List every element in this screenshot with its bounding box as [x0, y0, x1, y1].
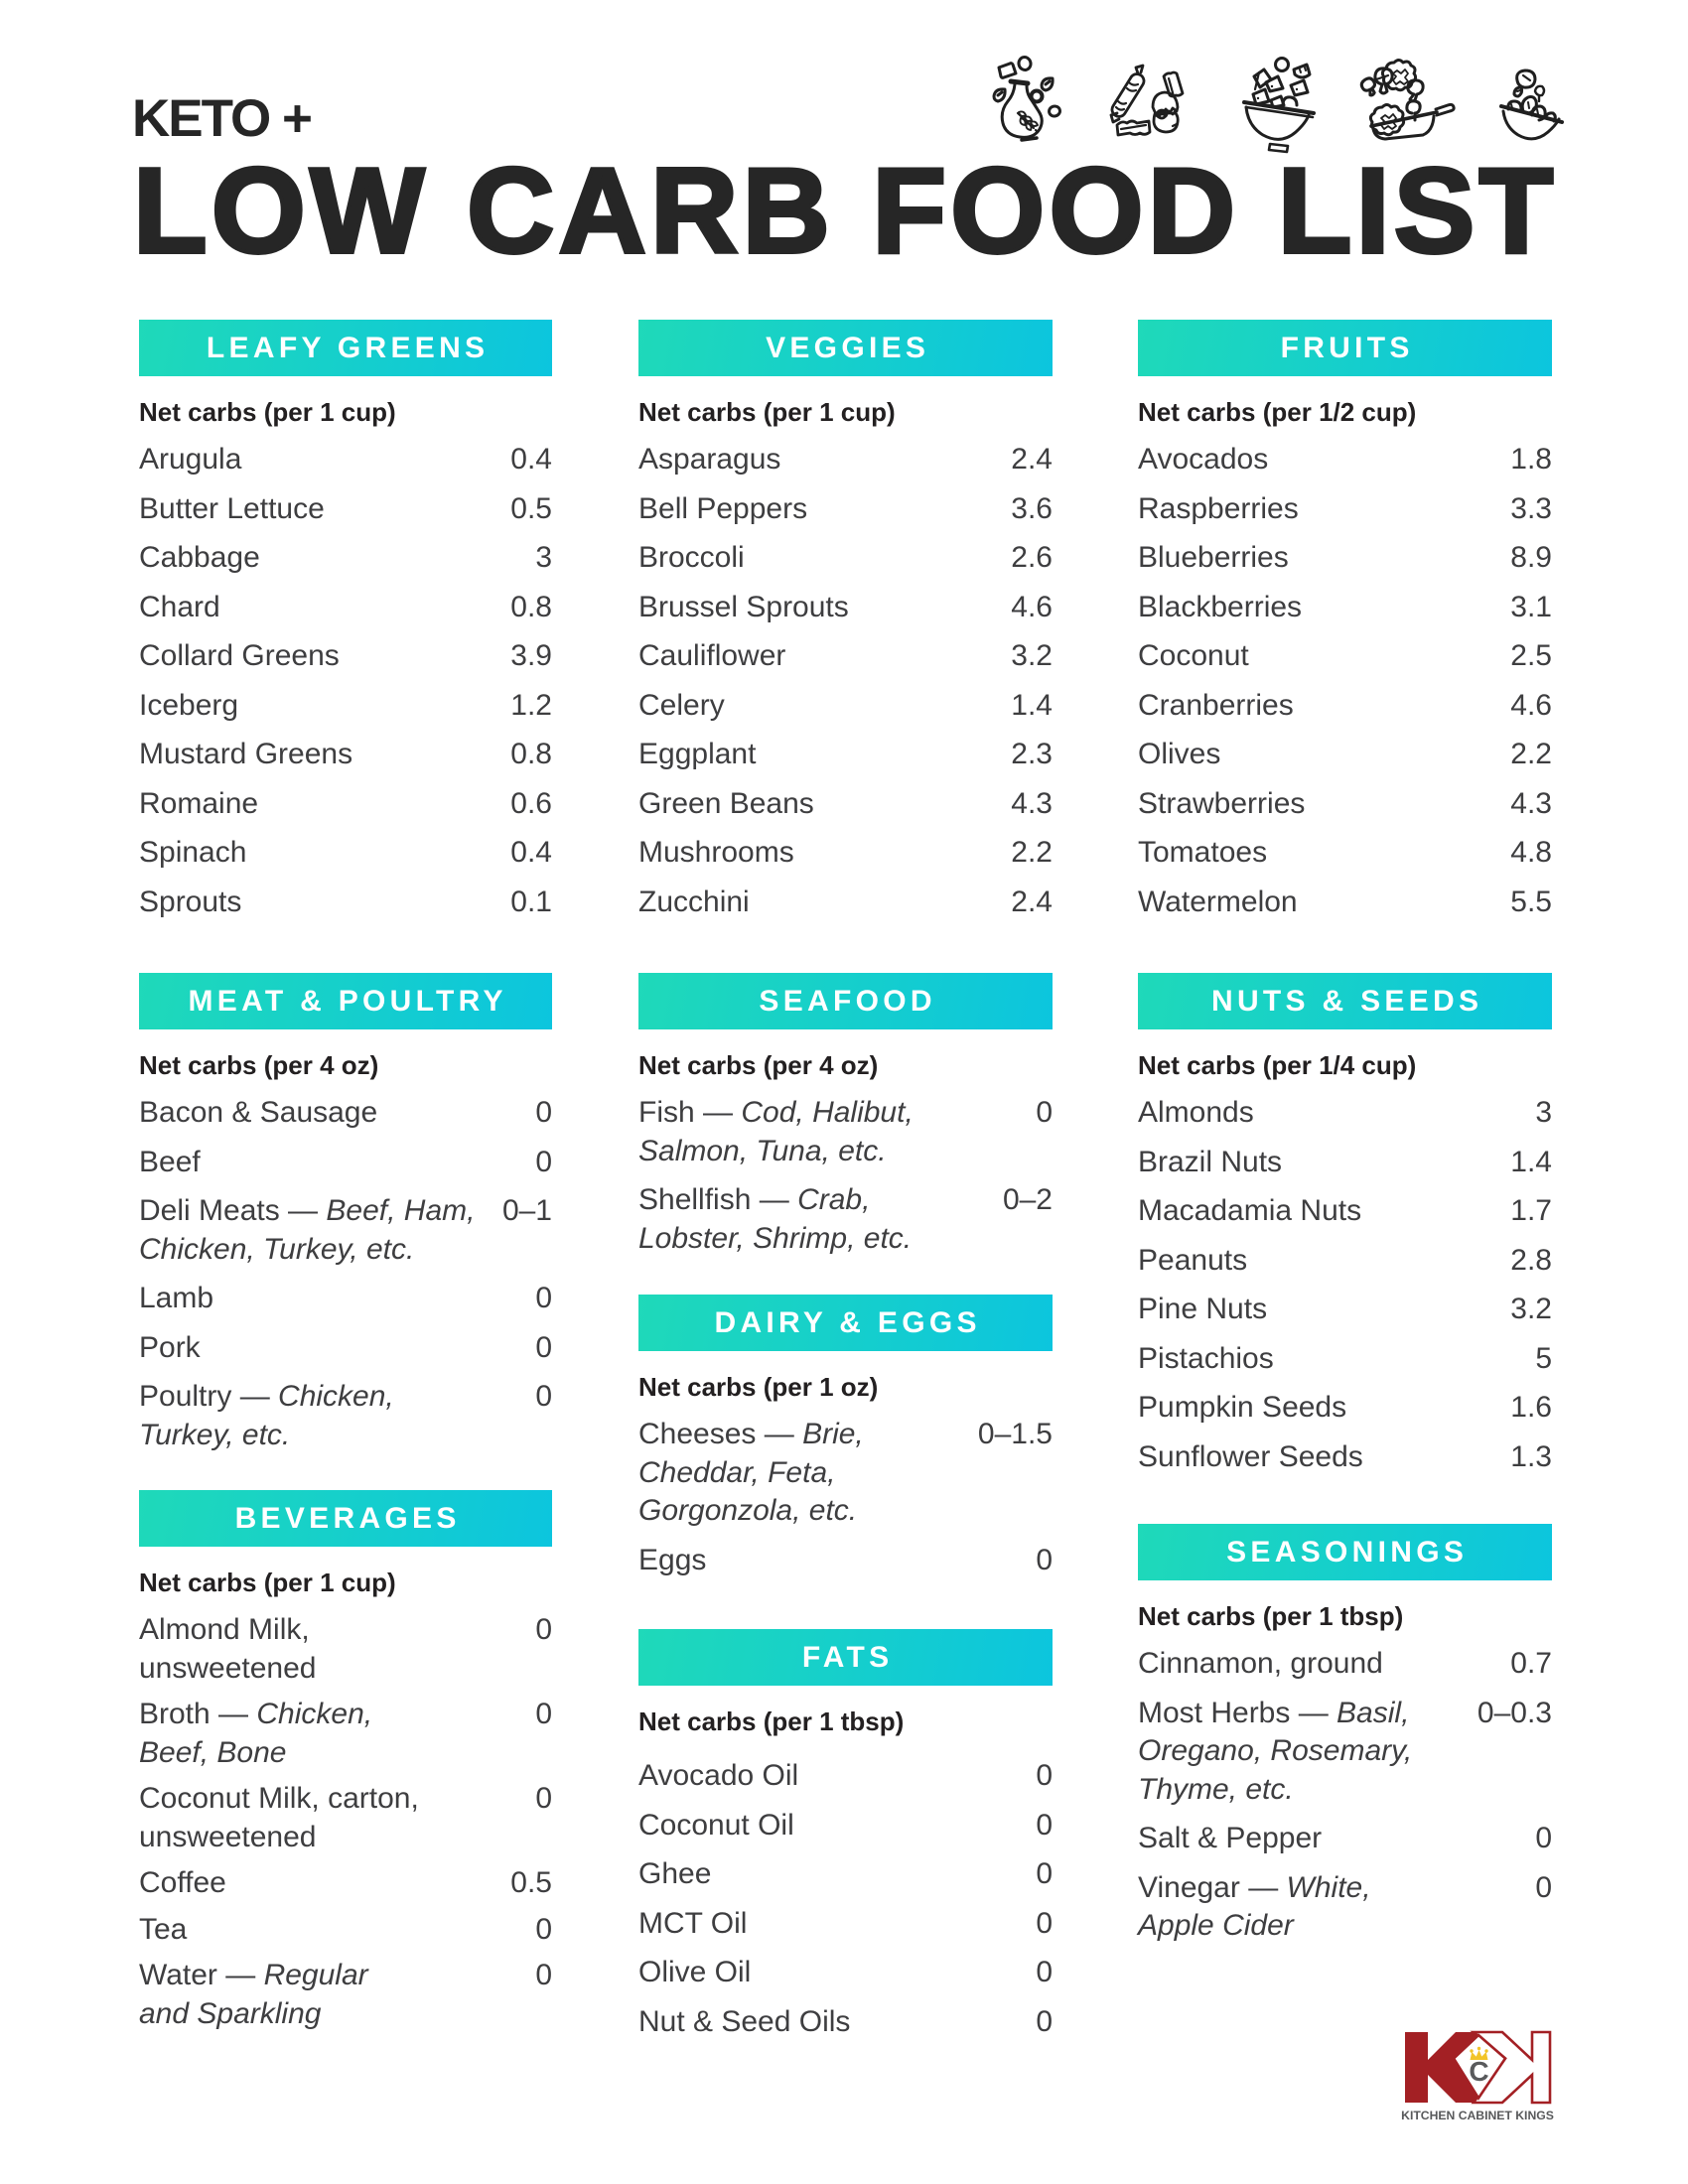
svg-text:KITCHEN CABINET KINGS: KITCHEN CABINET KINGS — [1401, 2109, 1554, 2122]
svg-text:C: C — [1469, 2056, 1488, 2087]
